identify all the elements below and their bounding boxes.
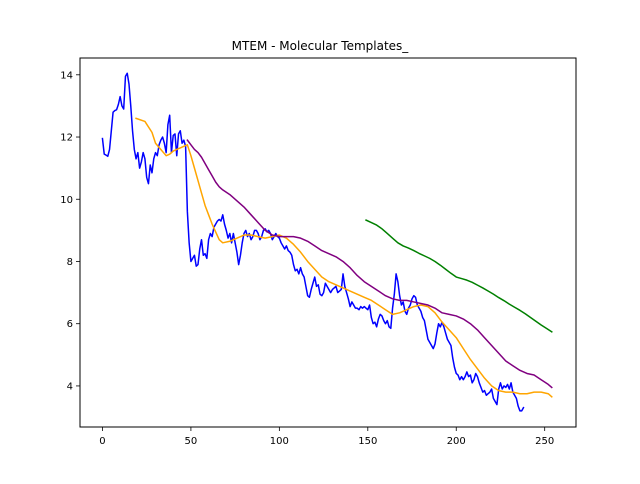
y-tick-label-12: 12 xyxy=(60,133,73,144)
plot-layer xyxy=(101,72,553,412)
y-axis: 4 6 8 10 12 14 xyxy=(60,70,80,392)
series-line-3 xyxy=(186,139,553,389)
series-line-2 xyxy=(135,117,553,398)
y-tick-label-4: 4 xyxy=(67,381,73,392)
x-tick-label-50: 50 xyxy=(185,436,198,447)
x-tick-label-100: 100 xyxy=(270,436,289,447)
chart-title: MTEM - Molecular Templates_ xyxy=(232,39,410,53)
y-tick-label-10: 10 xyxy=(60,195,73,206)
x-tick-label-0: 0 xyxy=(99,436,105,447)
y-tick-label-8: 8 xyxy=(67,257,73,268)
series-line-4 xyxy=(365,219,553,333)
plot-frame xyxy=(79,57,577,428)
y-tick-label-14: 14 xyxy=(60,70,73,81)
y-tick-label-6: 6 xyxy=(67,319,73,330)
series-line-1 xyxy=(101,72,525,412)
x-axis: 0 50 100 150 200 250 xyxy=(99,427,554,447)
x-tick-label-150: 150 xyxy=(358,436,377,447)
x-tick-label-250: 250 xyxy=(535,436,554,447)
x-tick-label-200: 200 xyxy=(447,436,466,447)
